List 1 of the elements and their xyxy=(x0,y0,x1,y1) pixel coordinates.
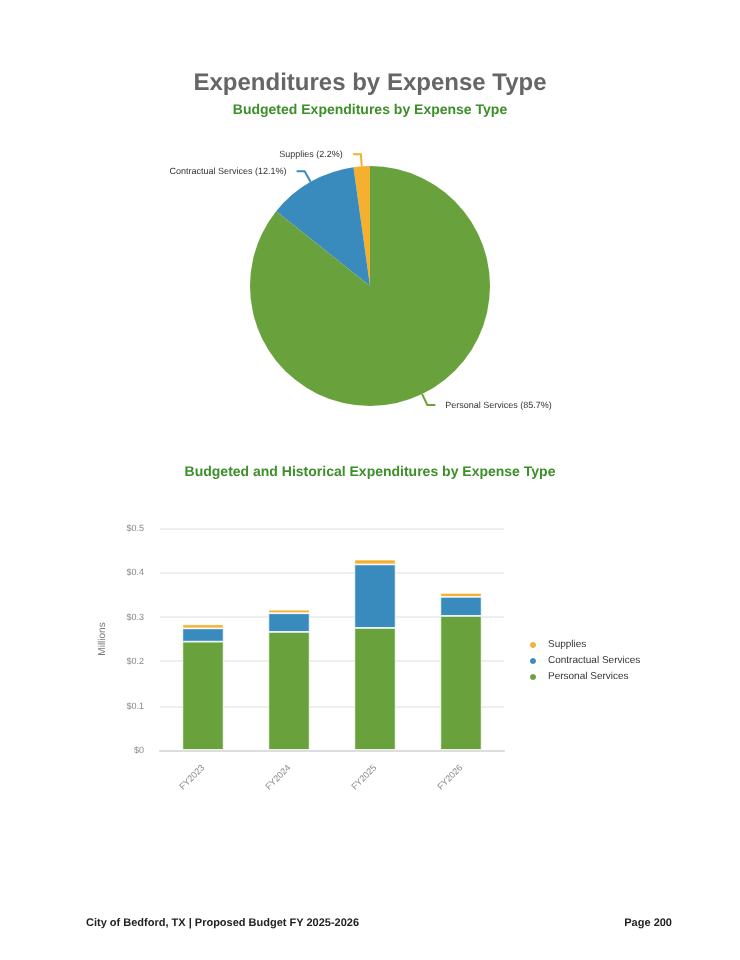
chart-title: Expenditures by Expense Type xyxy=(193,68,548,96)
